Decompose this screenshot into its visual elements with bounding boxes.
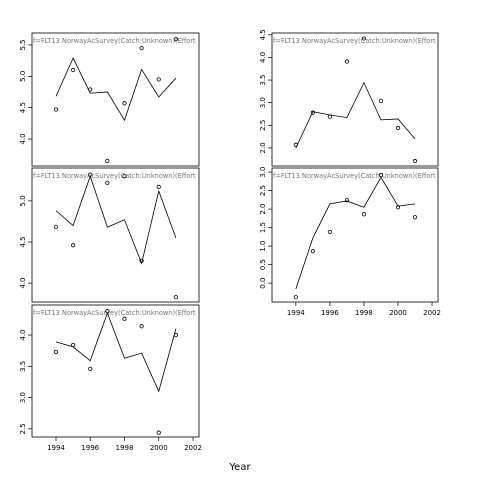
x-tick-label: 1994 bbox=[287, 309, 305, 317]
x-tick-label: 1996 bbox=[81, 444, 99, 452]
data-point bbox=[88, 366, 93, 371]
y-tick-label: 3.0 bbox=[19, 392, 27, 403]
panel-border bbox=[31, 304, 200, 438]
y-tick-label: 2.0 bbox=[259, 204, 267, 215]
y-tick-label: 4.0 bbox=[19, 133, 27, 144]
data-point bbox=[53, 349, 59, 355]
data-point bbox=[327, 229, 332, 235]
data-point bbox=[173, 37, 178, 42]
data-point bbox=[122, 101, 127, 106]
y-tick-label: 4.0 bbox=[259, 52, 267, 63]
panel: f=FLT13:NorwayAcSurvey(Catch:Unknown)(Ef… bbox=[19, 304, 202, 452]
panel: f=FLT13:NorwayAcSurvey(Catch:Unknown)(Ef… bbox=[19, 167, 200, 303]
y-tick-label: 2.5 bbox=[259, 120, 267, 131]
fitted-line bbox=[55, 174, 177, 265]
y-tick-label: 4.0 bbox=[19, 278, 27, 289]
y-tick-label: 3.5 bbox=[259, 74, 267, 85]
x-tick-label: 1994 bbox=[47, 444, 65, 452]
data-point bbox=[156, 430, 161, 435]
fitted-line bbox=[295, 176, 416, 290]
y-tick-label: 4.5 bbox=[19, 236, 27, 247]
y-tick-label: 5.0 bbox=[19, 71, 27, 82]
panel: f=FLT13:NorwayAcSurvey(Catch:Unknown)(Ef… bbox=[19, 32, 200, 167]
panel: f=FLT13:NorwayAcSurvey(Catch:Unknown)(Ef… bbox=[259, 29, 439, 167]
panel-border bbox=[31, 32, 200, 167]
data-point bbox=[105, 180, 110, 185]
y-tick-label: 1.5 bbox=[259, 222, 267, 233]
data-point bbox=[310, 249, 315, 254]
data-point bbox=[412, 158, 418, 164]
data-point bbox=[173, 294, 178, 300]
data-point bbox=[344, 59, 350, 64]
data-point bbox=[378, 98, 384, 103]
data-point bbox=[310, 110, 315, 115]
data-point bbox=[71, 243, 76, 248]
data-point bbox=[122, 174, 127, 179]
panel-border bbox=[31, 167, 200, 303]
strip-label: f=FLT13:NorwayAcSurvey(Catch:Unknown)(Ef… bbox=[33, 172, 196, 180]
x-tick-label: 1998 bbox=[355, 309, 373, 317]
data-point bbox=[293, 295, 298, 300]
x-tick-label: 2000 bbox=[389, 309, 407, 317]
y-tick-label: 2.5 bbox=[259, 185, 267, 196]
y-tick-label: 0.5 bbox=[259, 259, 267, 270]
data-point bbox=[139, 324, 144, 329]
panel-border bbox=[271, 32, 439, 167]
y-tick-label: 4.5 bbox=[259, 29, 267, 40]
y-tick-label: 2.5 bbox=[19, 423, 27, 434]
data-point bbox=[53, 107, 59, 112]
y-tick-label: 2.0 bbox=[259, 142, 267, 153]
y-tick-label: 0.0 bbox=[259, 278, 267, 289]
x-tick-label: 1996 bbox=[321, 309, 339, 317]
data-point bbox=[139, 45, 144, 51]
data-point bbox=[71, 67, 76, 73]
y-tick-label: 5.0 bbox=[19, 195, 27, 206]
panel: f=FLT13:NorwayAcSurvey(Catch:Unknown)(Ef… bbox=[259, 167, 441, 317]
data-point bbox=[122, 316, 127, 321]
x-tick-label: 2000 bbox=[150, 444, 168, 452]
fitted-line bbox=[55, 57, 177, 122]
y-tick-label: 3.0 bbox=[259, 167, 267, 178]
strip-label: f=FLT13:NorwayAcSurvey(Catch:Unknown)(Ef… bbox=[273, 172, 436, 180]
data-point bbox=[105, 158, 110, 164]
data-point bbox=[361, 36, 367, 41]
x-tick-label: 1998 bbox=[116, 444, 134, 452]
strip-label: f=FLT13:NorwayAcSurvey(Catch:Unknown)(Ef… bbox=[33, 309, 196, 317]
fitted-line bbox=[55, 311, 177, 393]
x-axis-label: Year bbox=[228, 462, 251, 473]
y-tick-label: 1.0 bbox=[259, 241, 267, 252]
data-point bbox=[361, 212, 367, 217]
y-tick-label: 5.5 bbox=[19, 39, 27, 50]
data-point bbox=[156, 184, 161, 190]
data-point bbox=[327, 114, 332, 119]
y-tick-label: 3.5 bbox=[19, 361, 27, 372]
y-tick-label: 3.0 bbox=[259, 97, 267, 108]
data-point bbox=[344, 198, 350, 203]
y-tick-label: 4.0 bbox=[19, 329, 27, 340]
strip-label: f=FLT13:NorwayAcSurvey(Catch:Unknown)(Ef… bbox=[273, 37, 436, 45]
x-tick-label: 2002 bbox=[184, 444, 202, 452]
data-point bbox=[53, 225, 59, 230]
fitted-line bbox=[295, 81, 416, 149]
x-tick-label: 2002 bbox=[423, 309, 441, 317]
data-point bbox=[412, 215, 418, 220]
panel-border bbox=[271, 167, 439, 303]
strip-label: f=FLT13:NorwayAcSurvey(Catch:Unknown)(Ef… bbox=[33, 37, 196, 45]
y-tick-label: 4.5 bbox=[19, 102, 27, 113]
data-point bbox=[156, 77, 161, 82]
data-point bbox=[395, 125, 401, 131]
